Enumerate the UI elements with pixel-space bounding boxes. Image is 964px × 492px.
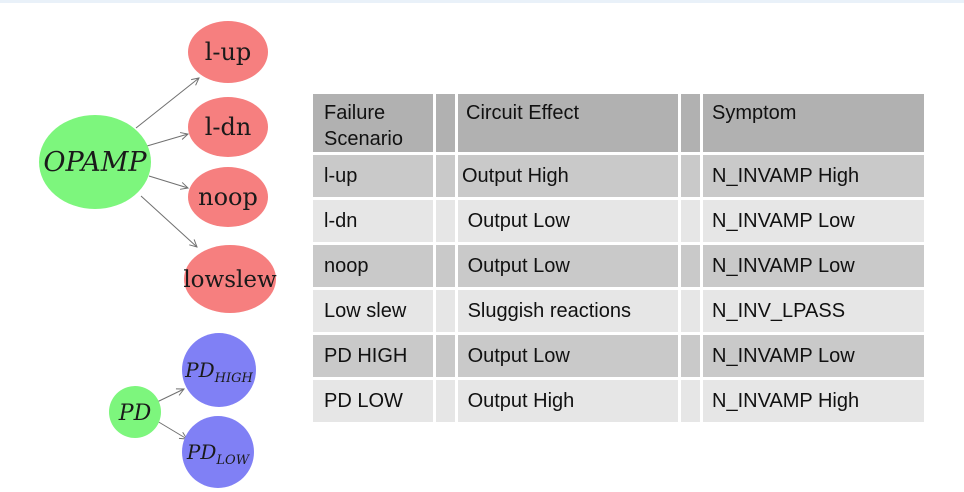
cell-spacer: [436, 155, 455, 197]
header-symptom: Symptom: [703, 94, 924, 152]
table-row: l-dn Output Low N_INVAMP Low: [313, 200, 924, 242]
cell-spacer: [436, 380, 455, 422]
header-failure-scenario: Failure Scenario: [313, 94, 433, 152]
cell-spacer: [436, 245, 455, 287]
table-row: Low slew Sluggish reactions N_INV_LPASS: [313, 290, 924, 332]
node-ldn-shape: [188, 97, 268, 157]
arrow-pd-to-pdhigh: [156, 389, 184, 403]
node-pdlow-subscript: LOW: [215, 453, 250, 468]
node-lup: l-up: [188, 21, 268, 83]
cell-circuit-effect: Sluggish reactions: [458, 290, 678, 332]
cell-symptom: N_INVAMP Low: [703, 335, 924, 377]
node-pdlow-shape: [182, 416, 254, 488]
cell-circuit-effect: Output High: [458, 155, 678, 197]
cell-circuit-effect: Output High: [458, 380, 678, 422]
cell-spacer: [681, 200, 700, 242]
cell-failure-scenario: noop: [313, 245, 433, 287]
cell-symptom: N_INVAMP High: [703, 380, 924, 422]
cell-symptom: N_INVAMP High: [703, 155, 924, 197]
arrow-opamp-to-noop: [148, 175, 188, 188]
cell-spacer: [436, 335, 455, 377]
cell-spacer: [436, 200, 455, 242]
cell-symptom: N_INVAMP Low: [703, 200, 924, 242]
cell-failure-scenario: Low slew: [313, 290, 433, 332]
table-row: PD LOW Output High N_INVAMP High: [313, 380, 924, 422]
cell-failure-scenario: PD HIGH: [313, 335, 433, 377]
cell-spacer: [681, 380, 700, 422]
node-opamp-shape: [39, 115, 151, 209]
node-pdhigh-base: PD: [184, 358, 215, 382]
node-noop-shape: [188, 167, 268, 227]
cell-spacer: [681, 335, 700, 377]
arrow-opamp-to-ldn: [146, 134, 188, 147]
node-noop-label: noop: [198, 183, 258, 211]
header-spacer: [681, 94, 700, 152]
failure-modes-diagram: OPAMP l-up l-dn noop lowslew PD PDHIGH: [39, 21, 277, 488]
window-top-edge: [0, 0, 964, 3]
node-ldn: l-dn: [188, 97, 268, 157]
cell-symptom: N_INV_LPASS: [703, 290, 924, 332]
node-pdlow-base: PD: [186, 440, 217, 464]
cell-symptom: N_INVAMP Low: [703, 245, 924, 287]
node-pdhigh-label: PDHIGH: [184, 358, 253, 386]
node-noop: noop: [188, 167, 268, 227]
node-pdhigh-subscript: HIGH: [214, 371, 254, 386]
arrow-opamp-to-lowslew: [140, 195, 197, 247]
table-row: PD HIGH Output Low N_INVAMP Low: [313, 335, 924, 377]
cell-spacer: [681, 245, 700, 287]
cell-spacer: [681, 290, 700, 332]
table-row: l-up Output High N_INVAMP High: [313, 155, 924, 197]
arrow-pd-to-pdlow: [156, 420, 187, 439]
node-lup-label: l-up: [205, 38, 252, 66]
node-pdlow-label: PDLOW: [186, 440, 251, 468]
failure-scenario-table: Failure Scenario Circuit Effect Symptom …: [313, 94, 924, 422]
cell-circuit-effect: Output Low: [458, 335, 678, 377]
cell-failure-scenario: PD LOW: [313, 380, 433, 422]
node-lowslew-shape: [184, 245, 276, 313]
table-header-row: Failure Scenario Circuit Effect Symptom: [313, 94, 924, 152]
cell-failure-scenario: l-up: [313, 155, 433, 197]
node-pdhigh: PDHIGH: [182, 333, 256, 407]
cell-spacer: [681, 155, 700, 197]
opamp-arrows: [135, 78, 199, 247]
cell-spacer: [436, 290, 455, 332]
header-spacer: [436, 94, 455, 152]
node-opamp: OPAMP: [39, 115, 151, 209]
header-circuit-effect: Circuit Effect: [458, 94, 678, 152]
cell-circuit-effect: Output Low: [458, 245, 678, 287]
cell-circuit-effect: Output Low: [458, 200, 678, 242]
arrow-opamp-to-lup: [135, 78, 199, 129]
pd-arrows: [156, 389, 187, 439]
node-pdlow: PDLOW: [182, 416, 254, 488]
table-row: noop Output Low N_INVAMP Low: [313, 245, 924, 287]
node-pd-shape: [109, 386, 161, 438]
node-pd-label: PD: [118, 401, 152, 426]
node-lup-shape: [188, 21, 268, 83]
node-opamp-label: OPAMP: [43, 147, 147, 178]
node-ldn-label: l-dn: [205, 113, 252, 141]
node-pdhigh-shape: [182, 333, 256, 407]
node-lowslew-label: lowslew: [183, 267, 277, 293]
node-lowslew: lowslew: [183, 245, 277, 313]
node-pd: PD: [109, 386, 161, 438]
cell-failure-scenario: l-dn: [313, 200, 433, 242]
